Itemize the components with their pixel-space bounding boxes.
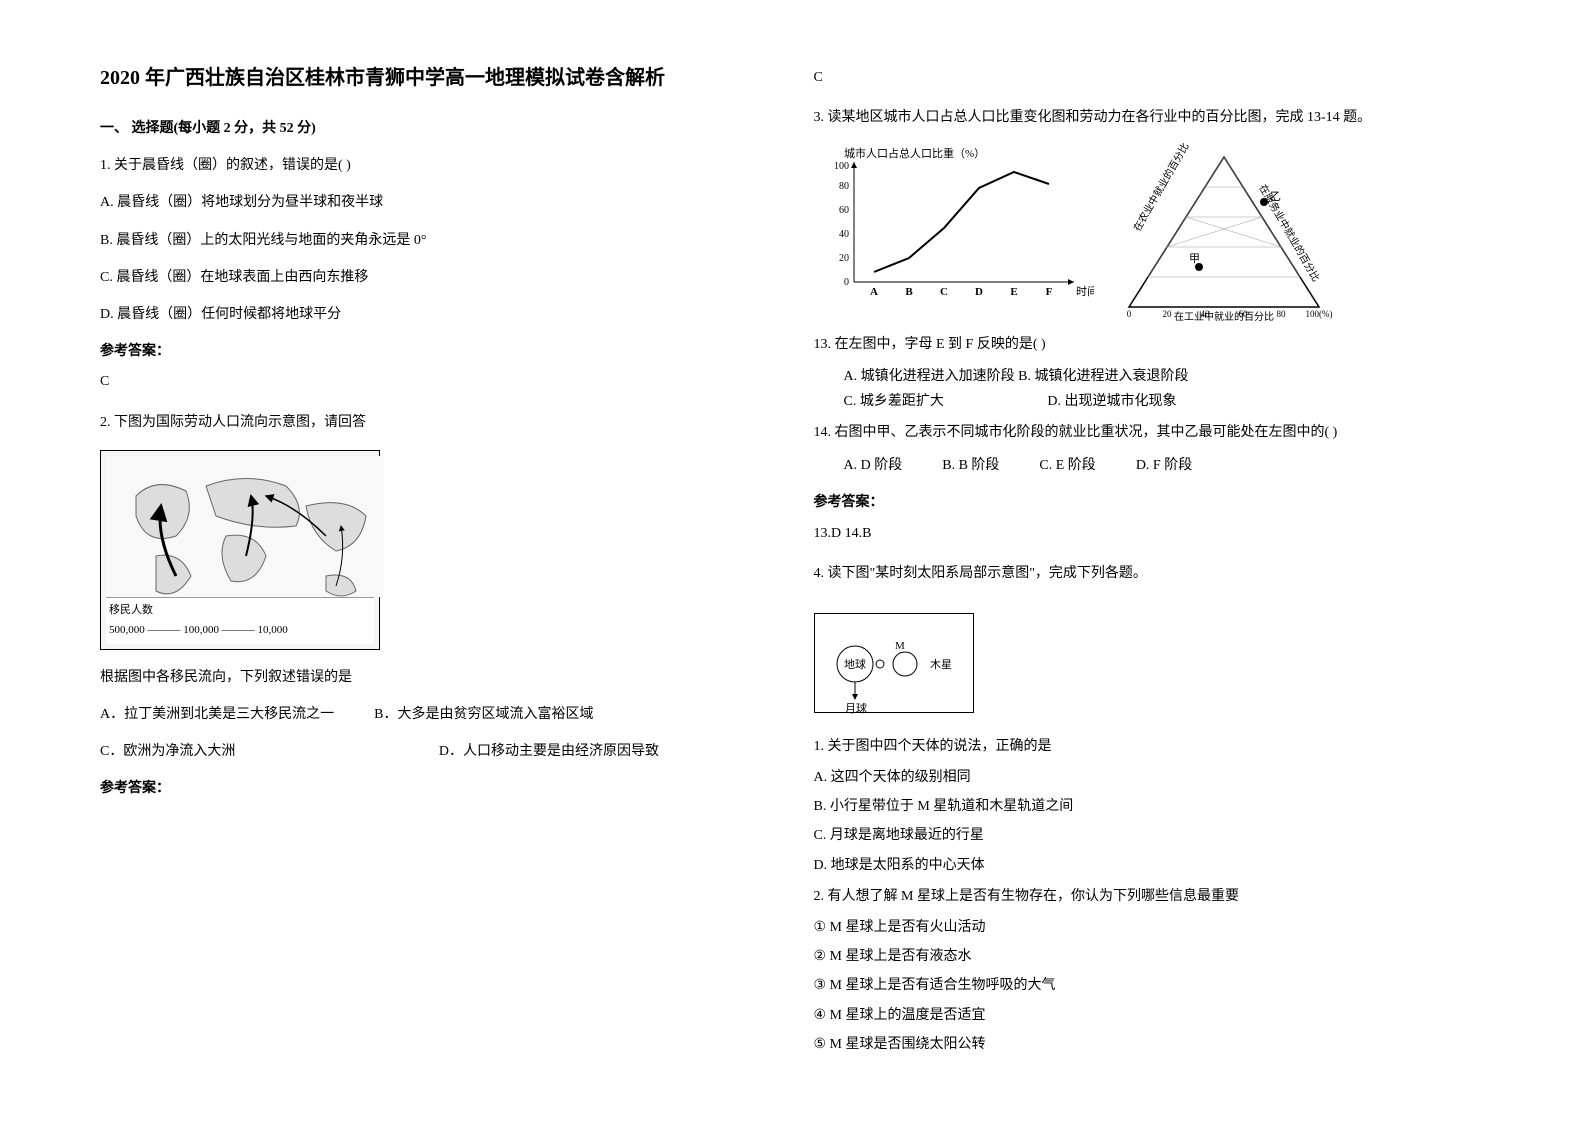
svg-text:在农业中就业的百分比: 在农业中就业的百分比 <box>1130 142 1191 234</box>
svg-text:40: 40 <box>1200 309 1210 319</box>
svg-text:在工业中就业的百分比: 在工业中就业的百分比 <box>1174 310 1274 322</box>
svg-text:E: E <box>1010 286 1017 298</box>
q4-1-d: D. 地球是太阳系的中心天体 <box>814 853 1488 878</box>
q2-options-row1: A．拉丁美洲到北美是三大移民流之一 B．大多是由贫穷区域流入富裕区域 <box>100 702 774 727</box>
question-3: 3. 读某地区城市人口占总人口比重变化图和劳动力在各行业中的百分比图，完成 13… <box>814 105 1488 130</box>
question-2: 2. 下图为国际劳动人口流向示意图，请回答 <box>100 410 774 435</box>
q4-1-c: C. 月球是离地球最近的行星 <box>814 823 1488 848</box>
q2-option-b: B．大多是由贫穷区域流入富裕区域 <box>374 702 593 727</box>
q14-options: A. D 阶段 B. B 阶段 C. E 阶段 D. F 阶段 <box>814 453 1488 478</box>
svg-text:A: A <box>870 286 878 298</box>
q2-option-c: C．欧洲为净流入大洲 <box>100 744 235 759</box>
svg-text:C: C <box>940 286 948 298</box>
m-label: M <box>895 640 905 652</box>
exam-title: 2020 年广西壮族自治区桂林市青狮中学高一地理模拟试卷含解析 <box>100 60 774 96</box>
q3-charts: 城市人口占总人口比重（%） 0 20 40 60 80 100 A B C D <box>814 142 1488 322</box>
solar-svg: 地球 M 木星 月球 <box>820 619 978 717</box>
q1-answer: C <box>100 369 774 394</box>
svg-text:20: 20 <box>1162 309 1172 319</box>
q4-2-stem: 2. 有人想了解 M 星球上是否有生物存在，你认为下列哪些信息最重要 <box>814 884 1488 909</box>
svg-text:60: 60 <box>1238 309 1248 319</box>
q14-option-c: C. E 阶段 <box>1039 453 1095 478</box>
svg-text:D: D <box>975 286 983 298</box>
q13-option-c: C. 城乡差距扩大 <box>844 394 944 409</box>
q13-option-d: D. 出现逆城市化现象 <box>1047 394 1176 409</box>
earth-label: 地球 <box>844 657 866 671</box>
svg-text:80: 80 <box>839 181 849 192</box>
svg-text:20: 20 <box>839 253 849 264</box>
q2-answer-label: 参考答案： <box>100 776 774 801</box>
q4-2-c3: ③ M 星球上是否有适合生物呼吸的大气 <box>814 973 1488 998</box>
svg-text:在服务业中就业的百分比: 在服务业中就业的百分比 <box>1256 182 1322 284</box>
svg-text:0: 0 <box>844 277 849 288</box>
svg-text:甲: 甲 <box>1189 253 1200 265</box>
right-column: C 3. 读某地区城市人口占总人口比重变化图和劳动力在各行业中的百分比图，完成 … <box>794 60 1508 1062</box>
q2-answer: C <box>814 65 1488 90</box>
svg-text:F: F <box>1045 286 1052 298</box>
svg-text:100(%): 100(%) <box>1305 309 1332 319</box>
q3-answer-label: 参考答案： <box>814 490 1488 515</box>
solar-system-figure: 地球 M 木星 月球 <box>814 613 974 713</box>
svg-text:40: 40 <box>839 229 849 240</box>
legend-items: 500,000 ——— 100,000 ——— 10,000 <box>109 624 288 636</box>
q2-option-a: A．拉丁美洲到北美是三大移民流之一 <box>100 702 334 727</box>
q1-answer-label: 参考答案： <box>100 339 774 364</box>
q14-stem: 14. 右图中甲、乙表示不同城市化阶段的就业比重状况，其中乙最可能处在左图中的(… <box>814 420 1488 445</box>
svg-text:100: 100 <box>834 161 849 172</box>
legend-title: 移民人数 <box>109 604 153 616</box>
q2-option-d: D．人口移动主要是由经济原因导致 <box>439 744 659 759</box>
line-chart-xlabel: 时间 <box>1076 285 1094 298</box>
q13-option-a: A. 城镇化进程进入加速阶段 <box>844 369 1015 384</box>
q14-option-a: A. D 阶段 <box>844 453 903 478</box>
section-1-title: 一、 选择题(每小题 2 分，共 52 分) <box>100 116 774 141</box>
q4-1-b: B. 小行星带位于 M 星轨道和木星轨道之间 <box>814 794 1488 819</box>
q1-option-b: B. 晨昏线（圈）上的太阳光线与地面的夹角永远是 0° <box>100 228 774 253</box>
urbanization-line-chart: 城市人口占总人口比重（%） 0 20 40 60 80 100 A B C D <box>814 142 1094 302</box>
svg-text:0: 0 <box>1126 309 1131 319</box>
q2-stem: 2. 下图为国际劳动人口流向示意图，请回答 <box>100 410 774 435</box>
q13-option-b: B. 城镇化进程进入衰退阶段 <box>1018 369 1188 384</box>
left-column: 2020 年广西壮族自治区桂林市青狮中学高一地理模拟试卷含解析 一、 选择题(每… <box>80 60 794 1062</box>
q4-stem: 4. 读下图"某时刻太阳系局部示意图"，完成下列各题。 <box>814 561 1488 586</box>
q4-2-c1: ① M 星球上是否有火山活动 <box>814 915 1488 940</box>
svg-text:60: 60 <box>839 205 849 216</box>
q14-option-b: B. B 阶段 <box>942 453 999 478</box>
q14-option-d: D. F 阶段 <box>1136 453 1192 478</box>
world-map-svg <box>106 456 384 597</box>
q1-option-a: A. 晨昏线（圈）将地球划分为昼半球和夜半球 <box>100 190 774 215</box>
svg-text:B: B <box>905 286 913 298</box>
world-map-figure: 移民人数 500,000 ——— 100,000 ——— 10,000 <box>100 450 380 650</box>
q2-substem: 根据图中各移民流向，下列叙述错误的是 <box>100 665 774 690</box>
q1-option-d: D. 晨昏线（圈）任何时候都将地球平分 <box>100 302 774 327</box>
map-legend: 移民人数 500,000 ——— 100,000 ——— 10,000 <box>106 597 374 644</box>
employment-triangle-chart: 甲 乙 在农业中就业的百分比 在服务业中就业的百分比 在工业中就业的百分比 0 … <box>1114 142 1334 322</box>
q13-options: A. 城镇化进程进入加速阶段 B. 城镇化进程进入衰退阶段 <box>814 364 1488 389</box>
question-1: 1. 关于晨昏线（圈）的叙述，错误的是( ) <box>100 153 774 178</box>
q13-stem: 13. 在左图中，字母 E 到 F 反映的是( ) <box>814 332 1488 357</box>
question-4: 4. 读下图"某时刻太阳系局部示意图"，完成下列各题。 <box>814 561 1488 586</box>
q3-answer: 13.D 14.B <box>814 521 1488 546</box>
q4-2-c4: ④ M 星球上的温度是否适宜 <box>814 1003 1488 1028</box>
q4-2-c5: ⑤ M 星球是否围绕太阳公转 <box>814 1032 1488 1057</box>
jupiter-label: 木星 <box>930 658 952 671</box>
q1-option-c: C. 晨昏线（圈）在地球表面上由西向东推移 <box>100 265 774 290</box>
q13-options-2: C. 城乡差距扩大 D. 出现逆城市化现象 <box>814 389 1488 414</box>
line-chart-title: 城市人口占总人口比重（%） <box>844 146 985 160</box>
q4-1-a: A. 这四个天体的级别相同 <box>814 765 1488 790</box>
q2-options-row2: C．欧洲为净流入大洲 D．人口移动主要是由经济原因导致 <box>100 739 774 764</box>
moon-label: 月球 <box>845 701 867 715</box>
q4-2-c2: ② M 星球上是否有液态水 <box>814 944 1488 969</box>
q4-1-stem: 1. 关于图中四个天体的说法，正确的是 <box>814 734 1488 759</box>
q1-stem: 1. 关于晨昏线（圈）的叙述，错误的是( ) <box>100 153 774 178</box>
svg-text:80: 80 <box>1276 309 1286 319</box>
q3-stem: 3. 读某地区城市人口占总人口比重变化图和劳动力在各行业中的百分比图，完成 13… <box>814 105 1488 130</box>
